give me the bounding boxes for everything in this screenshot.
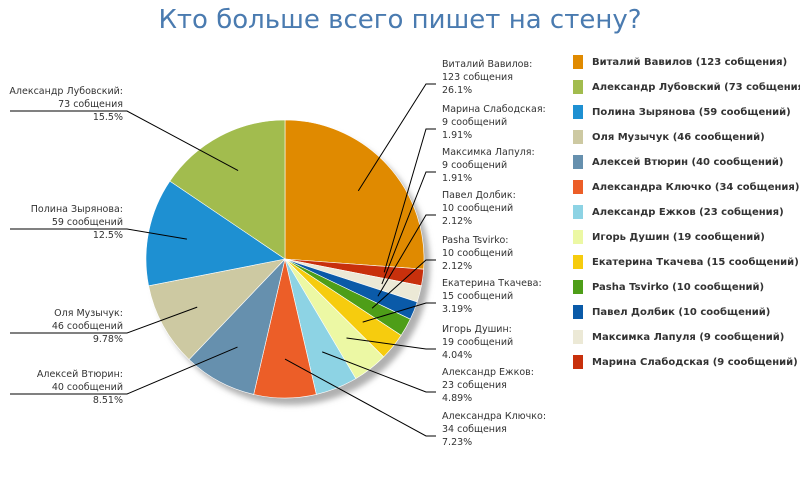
- slice-label-александр-ежков-percent: 4.89%: [442, 393, 472, 404]
- label-leader-lines: [10, 83, 436, 437]
- slice-label-александра-ключко-name: Александра Ключко:: [442, 411, 546, 422]
- legend-item-оля-музычук: Оля Музычук (46 сообщений): [592, 131, 765, 143]
- slice-label-александр-ежков-count: 23 собщения: [442, 380, 507, 391]
- legend-swatch-игорь-душин: [573, 230, 583, 244]
- legend-item-александра-ключко: Александра Ключко (34 собщения): [592, 181, 799, 193]
- slice-label-александр-лубовский-percent: 15.5%: [93, 112, 123, 123]
- slice-label-павел-долбик-percent: 2.12%: [442, 216, 472, 227]
- legend-item-александр-лубовский: Александр Лубовский (73 собщения): [592, 81, 800, 93]
- slice-label-pasha-tsvirko-count: 10 сообщений: [442, 248, 513, 259]
- legend-swatch-александр-ежков: [573, 205, 583, 219]
- pie-slices: [145, 119, 425, 399]
- leader-line-марина-слабодская: [383, 128, 436, 273]
- leader-line-александр-ежков: [322, 351, 436, 393]
- legend-item-павел-долбик: Павел Долбик (10 сообщений): [592, 306, 770, 318]
- slice-label-марина-слабодская-percent: 1.91%: [442, 130, 472, 141]
- slice-label-александр-лубовский-name: Александр Лубовский:: [9, 86, 123, 97]
- leader-line-александр-лубовский: [10, 110, 239, 172]
- legend-item-екатерина-ткачева: Екатерина Ткачева (15 сообщений): [592, 256, 799, 268]
- leader-line-алексей-втюрин: [10, 346, 238, 395]
- legend-swatch-екатерина-ткачева: [573, 255, 583, 269]
- legend-swatch-александра-ключко: [573, 180, 583, 194]
- slice-label-максимка-лапуля-percent: 1.91%: [442, 173, 472, 184]
- slice-label-pasha-tsvirko-percent: 2.12%: [442, 261, 472, 272]
- legend-item-игорь-душин: Игорь Душин (19 сообщений): [592, 231, 765, 243]
- leader-line-максимка-лапуля: [381, 171, 436, 285]
- slice-label-александр-лубовский-count: 73 собщения: [58, 99, 123, 110]
- legend-item-полина-зырянова: Полина Зырянова (59 сообщений): [592, 106, 791, 118]
- slice-label-игорь-душин-name: Игорь Душин:: [442, 324, 512, 335]
- slice-labels: Виталий Вавилов: 123 собщения 26.1% Марина …: [9, 59, 546, 448]
- legend-swatch-александр-лубовский: [573, 80, 583, 94]
- leader-line-павел-долбик: [377, 214, 436, 297]
- slice-label-оля-музычук-percent: 9.78%: [93, 334, 123, 345]
- legend-item-pasha-tsvirko: Pasha Tsvirko (10 сообщений): [592, 281, 764, 293]
- legend-swatch-виталий-вавилов: [573, 55, 583, 69]
- slice-label-виталий-вавилов-percent: 26.1%: [442, 85, 472, 96]
- slice-label-полина-зырянова-percent: 12.5%: [93, 230, 123, 241]
- slice-label-максимка-лапуля-count: 9 сообщений: [442, 160, 507, 171]
- pie-slice-полина-зырянова: [145, 180, 286, 287]
- slice-label-марина-слабодская-count: 9 сообщений: [442, 117, 507, 128]
- legend-swatch-павел-долбик: [573, 305, 583, 319]
- leader-line-александра-ключко: [284, 358, 436, 437]
- slice-label-александр-ежков-name: Александр Ежков:: [442, 367, 534, 378]
- slice-label-оля-музычук-name: Оля Музычук:: [54, 308, 123, 319]
- slice-label-марина-слабодская-name: Марина Слабодская:: [442, 104, 546, 115]
- legend-swatch-максимка-лапуля: [573, 330, 583, 344]
- legend-item-алексей-втюрин: Алексей Втюрин (40 сообщений): [592, 156, 783, 168]
- chart-title: Кто больше всего пишет на стену?: [158, 5, 641, 35]
- legend-swatch-марина-слабодская: [573, 355, 583, 369]
- slice-label-екатерина-ткачева-name: Екатерина Ткачева:: [442, 278, 542, 289]
- slice-label-полина-зырянова-name: Полина Зырянова:: [31, 204, 123, 215]
- slice-label-алексей-втюрин-count: 40 сообщений: [52, 382, 123, 393]
- slice-label-екатерина-ткачева-percent: 3.19%: [442, 304, 472, 315]
- legend-swatch-алексей-втюрин: [573, 155, 583, 169]
- slice-label-максимка-лапуля-name: Максимка Лапуля:: [442, 147, 535, 158]
- legend-swatch-полина-зырянова: [573, 105, 583, 119]
- slice-label-павел-долбик-name: Павел Долбик:: [442, 190, 516, 201]
- legend-swatch-pasha-tsvirko: [573, 280, 583, 294]
- slice-label-полина-зырянова-count: 59 сообщений: [52, 217, 123, 228]
- slice-label-александра-ключко-percent: 7.23%: [442, 437, 472, 448]
- slice-label-оля-музычук-count: 46 сообщений: [52, 321, 123, 332]
- pie-slice-виталий-вавилов: [284, 119, 425, 270]
- legend-swatch-оля-музычук: [573, 130, 583, 144]
- leader-line-pasha-tsvirko: [371, 259, 436, 309]
- leader-line-полина-зырянова: [10, 228, 187, 240]
- legend-item-виталий-вавилов: Виталий Вавилов (123 собщения): [592, 56, 787, 68]
- slice-label-виталий-вавилов-name: Виталий Вавилов:: [442, 59, 532, 70]
- slice-label-игорь-душин-percent: 4.04%: [442, 350, 472, 361]
- slice-label-виталий-вавилов-count: 123 собщения: [442, 72, 513, 83]
- legend-item-александр-ежков: Александр Ежков (23 собщения): [592, 206, 784, 218]
- slice-label-игорь-душин-count: 19 сообщений: [442, 337, 513, 348]
- legend-item-марина-слабодская: Марина Слабодская (9 сообщений): [592, 356, 798, 368]
- leader-line-екатерина-ткачева: [362, 302, 436, 323]
- slice-label-алексей-втюрин-name: Алексей Втюрин:: [37, 369, 123, 380]
- leader-line-игорь-душин: [346, 337, 436, 350]
- pie-slice-александр-лубовский: [169, 119, 286, 260]
- slice-label-pasha-tsvirko-name: Pasha Tsvirko:: [442, 235, 508, 246]
- slice-label-алексей-втюрин-percent: 8.51%: [93, 395, 123, 406]
- legend-item-максимка-лапуля: Максимка Лапуля (9 сообщений): [592, 331, 784, 343]
- slice-label-екатерина-ткачева-count: 15 сообщений: [442, 291, 513, 302]
- leader-line-оля-музычук: [10, 306, 198, 334]
- pie-slice-оля-музычук: [148, 258, 286, 360]
- leader-line-виталий-вавилов: [357, 83, 436, 192]
- slice-label-александра-ключко-count: 34 собщения: [442, 424, 507, 435]
- slice-label-павел-долбик-count: 10 сообщений: [442, 203, 513, 214]
- legend: Виталий Вавилов (123 собщения) Александр …: [573, 55, 800, 369]
